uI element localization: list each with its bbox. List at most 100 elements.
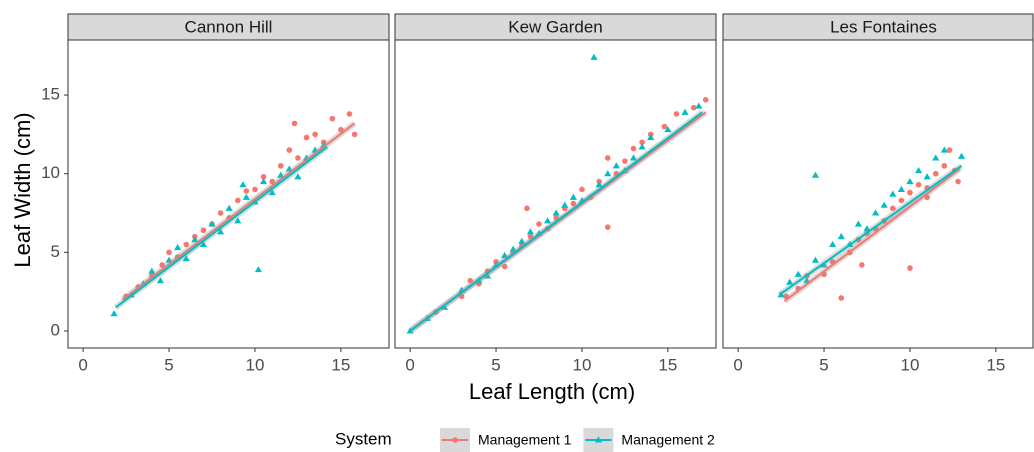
- strip: [394, 13, 717, 41]
- point: [811, 171, 820, 178]
- point: [199, 240, 208, 248]
- point: [859, 262, 865, 268]
- legend-label: Management 2: [621, 432, 715, 448]
- x-tick-label: 5: [164, 355, 173, 374]
- point: [838, 295, 845, 301]
- y-tick-label: 15: [41, 85, 60, 104]
- point: [200, 227, 207, 234]
- point: [243, 188, 250, 194]
- point: [794, 270, 802, 277]
- fit-line: [778, 165, 963, 296]
- point: [338, 126, 344, 133]
- point: [509, 245, 517, 252]
- point: [148, 267, 156, 274]
- point: [604, 155, 611, 161]
- point: [604, 170, 612, 177]
- point: [630, 145, 637, 152]
- point: [166, 249, 172, 256]
- strip-title: Les Fontaines: [830, 17, 937, 36]
- panel-border: [722, 39, 1034, 349]
- strip: [67, 13, 390, 41]
- x-tick-label: 5: [819, 355, 828, 374]
- point: [664, 126, 672, 133]
- point: [907, 265, 913, 271]
- point: [569, 193, 577, 200]
- point: [183, 241, 190, 248]
- point: [914, 166, 923, 174]
- panel-border: [394, 39, 717, 349]
- fit-line: [122, 122, 356, 301]
- point: [552, 209, 560, 216]
- x-tick-label: 0: [733, 355, 742, 374]
- point: [553, 214, 559, 221]
- point: [159, 262, 165, 268]
- panel-background: [68, 40, 389, 348]
- legend-marker: [594, 436, 603, 443]
- point: [543, 217, 552, 224]
- point: [661, 123, 668, 130]
- legend-marker: [452, 437, 458, 443]
- point: [629, 154, 638, 161]
- point: [329, 115, 336, 122]
- x-tick-label: 10: [901, 355, 920, 374]
- point: [946, 147, 953, 153]
- point: [907, 189, 913, 196]
- y-tick-label: 0: [51, 320, 60, 339]
- x-tick-label: 15: [658, 355, 677, 374]
- x-tick-label: 15: [986, 355, 1005, 374]
- point: [803, 277, 811, 284]
- point: [639, 139, 645, 146]
- point: [216, 228, 225, 235]
- plot-area: [110, 111, 358, 317]
- point: [285, 165, 293, 172]
- point: [889, 205, 896, 212]
- point: [440, 303, 449, 310]
- x-tick-label: 0: [405, 355, 414, 374]
- point: [239, 181, 247, 188]
- point: [286, 147, 293, 153]
- point: [234, 197, 241, 204]
- point: [165, 256, 173, 263]
- point: [518, 237, 526, 244]
- point: [561, 201, 569, 208]
- panel-border: [67, 39, 390, 349]
- point: [863, 225, 871, 232]
- point: [467, 277, 474, 284]
- point: [579, 186, 585, 193]
- point: [483, 272, 492, 279]
- point: [536, 221, 542, 227]
- x-axis-label: Leaf Length (cm): [469, 379, 635, 404]
- legend-title: System: [335, 429, 392, 448]
- point: [811, 256, 820, 263]
- point: [268, 188, 276, 196]
- point: [837, 233, 845, 240]
- point: [110, 310, 118, 317]
- point: [524, 205, 530, 212]
- point: [695, 102, 703, 109]
- point: [242, 193, 250, 200]
- point: [923, 173, 931, 180]
- point: [254, 266, 263, 273]
- point: [932, 154, 940, 161]
- point: [156, 277, 165, 284]
- point: [570, 200, 577, 207]
- point: [303, 134, 310, 141]
- point: [182, 255, 190, 262]
- point: [932, 170, 939, 177]
- point: [880, 201, 888, 208]
- point: [501, 251, 509, 259]
- x-tick-label: 10: [573, 355, 592, 374]
- point: [260, 174, 267, 180]
- point: [294, 173, 302, 180]
- point: [590, 53, 598, 60]
- point: [940, 146, 948, 153]
- point: [501, 263, 508, 270]
- point: [681, 108, 689, 115]
- strip: [722, 13, 1034, 41]
- point: [854, 220, 863, 227]
- plot-area: [406, 53, 709, 334]
- point: [786, 278, 794, 285]
- point: [941, 163, 948, 169]
- fit-line: [115, 146, 328, 309]
